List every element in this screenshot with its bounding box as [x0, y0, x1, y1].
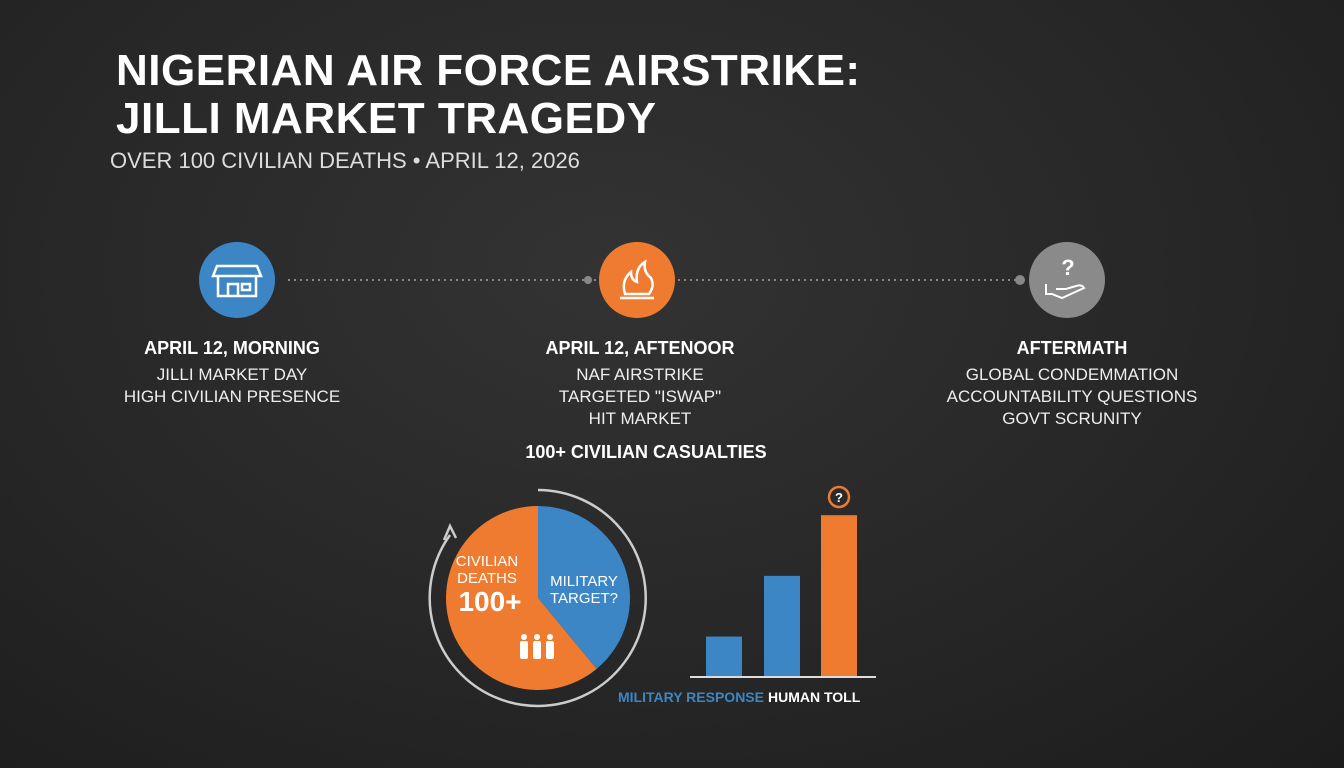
chart-title: 100+ CIVILIAN CASUALTIES	[525, 442, 767, 462]
timeline-text: HIT MARKET	[588, 409, 692, 428]
timeline-text: GOVT SCRUNITY	[1002, 409, 1142, 428]
title: JILLI MARKET TRAGEDY	[116, 94, 657, 143]
pie	[446, 506, 630, 690]
strike-icon	[599, 242, 675, 318]
slice-label: CIVILIAN DEATHS	[455, 553, 519, 587]
bar-chart	[706, 515, 857, 677]
title: NIGERIAN AIR FORCE AIRSTRIKE:	[116, 46, 861, 95]
cycle-ring	[428, 488, 647, 708]
timeline-text: HIGH CIVILIAN PRESENCE	[123, 387, 341, 406]
legend-entry: MILITARY RESPONSE	[618, 689, 764, 705]
legend-entry: HUMAN TOLL	[767, 689, 861, 705]
timeline-text: NAF AIRSTRIKE	[576, 365, 704, 384]
timeline-text: ACCOUNTABILITY QUESTIONS	[946, 387, 1198, 406]
timeline-dot	[1015, 275, 1025, 285]
slice-annotation: 100+	[458, 586, 522, 617]
timeline-text: JILLI MARKET DAY	[156, 365, 308, 384]
bar	[821, 515, 857, 677]
timeline-heading: APRIL 12, MORNING	[144, 338, 320, 358]
timeline-heading: APRIL 12, AFTENOOR	[545, 338, 735, 358]
question-badge: ?	[827, 485, 851, 509]
slice-label: MILITARY TARGET?	[549, 573, 619, 607]
subtitle: OVER 100 CIVILIAN DEATHS • APRIL 12, 202…	[110, 148, 580, 173]
timeline-heading: AFTERMATH	[1016, 338, 1128, 358]
svg-text:?: ?	[1061, 255, 1074, 280]
timeline-text: TARGETED "ISWAP"	[558, 387, 722, 406]
pie-slice	[446, 506, 597, 690]
bar	[764, 575, 800, 677]
market-icon	[199, 242, 275, 318]
timeline-dot	[584, 276, 592, 284]
svg-text:?: ?	[835, 490, 843, 505]
timeline-text: GLOBAL CONDEMMATION	[965, 365, 1179, 384]
pie-slice	[538, 506, 630, 669]
bar	[706, 636, 742, 677]
question-hand-icon: ?	[1029, 242, 1105, 318]
people-icon	[520, 634, 554, 659]
